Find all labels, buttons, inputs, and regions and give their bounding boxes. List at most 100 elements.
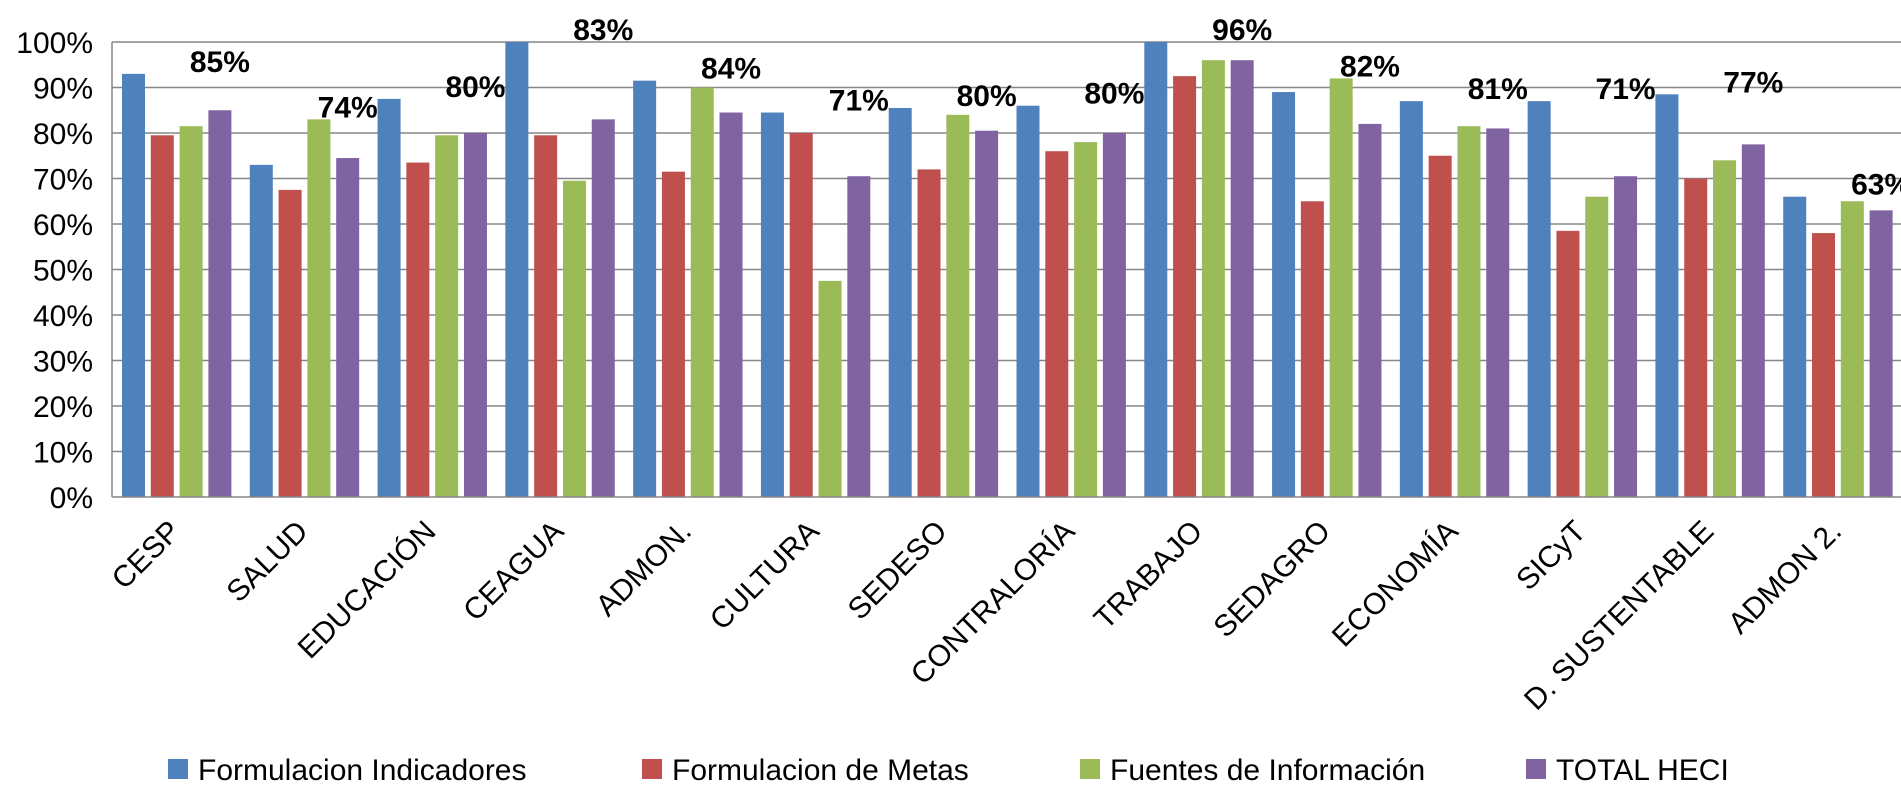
bar (307, 119, 331, 497)
x-tick-label: ADMON 2. (1722, 515, 1848, 641)
bar (179, 126, 203, 498)
bar (377, 98, 401, 497)
bar (760, 112, 784, 498)
bar (1713, 160, 1737, 498)
y-tick-label: 10% (33, 437, 93, 470)
data-label: 77% (1723, 66, 1783, 99)
bar (1585, 196, 1609, 497)
bar (818, 280, 842, 497)
bar (1457, 126, 1481, 498)
bar (435, 135, 459, 497)
legend-swatch (168, 759, 188, 779)
data-label: 80% (1084, 78, 1144, 111)
bar (1201, 60, 1225, 497)
data-label: 80% (445, 71, 505, 104)
data-label: 80% (957, 80, 1017, 113)
bar (463, 133, 487, 497)
bar (1556, 230, 1580, 497)
bar (1272, 92, 1296, 498)
bar (562, 180, 586, 497)
data-label: 96% (1212, 14, 1272, 47)
bar (1741, 144, 1765, 497)
x-tick-label: SALUD (221, 515, 315, 609)
x-tick-label: CEAGUA (457, 515, 570, 628)
y-tick-label: 70% (33, 164, 93, 197)
x-tick-label: ADMON. (590, 515, 698, 623)
bar (1102, 133, 1126, 497)
data-label: 71% (829, 85, 889, 118)
bar (661, 171, 685, 498)
bar (249, 164, 273, 497)
bar (534, 135, 558, 497)
bar (888, 107, 912, 497)
legend-swatch (1526, 759, 1546, 779)
x-tick-label: SICyT (1510, 515, 1592, 597)
bar (1173, 76, 1197, 497)
x-tick-label: SEDAGRO (1207, 515, 1336, 644)
y-tick-label: 50% (33, 255, 93, 288)
bar (278, 189, 302, 497)
bar (719, 112, 743, 498)
y-tick-label: 0% (50, 482, 93, 515)
data-label: 84% (701, 53, 761, 86)
data-label: 81% (1468, 73, 1528, 106)
bar (917, 169, 941, 497)
y-tick-label: 60% (33, 209, 93, 242)
bar (1486, 128, 1510, 497)
bar (1869, 210, 1893, 497)
data-label: 82% (1340, 50, 1400, 83)
data-label: 83% (573, 14, 633, 47)
bars (122, 42, 1893, 498)
bar (1812, 233, 1836, 497)
bar (1045, 151, 1069, 497)
bar (1527, 101, 1551, 498)
bar (847, 176, 871, 497)
bar (1783, 196, 1807, 497)
x-tick-label: CULTURA (704, 515, 826, 637)
y-tick-label: 40% (33, 300, 93, 333)
bar (946, 114, 970, 498)
bar (1074, 142, 1098, 497)
data-label: 63% (1851, 168, 1901, 201)
bar (1358, 123, 1382, 498)
x-tick-label: CESP (106, 515, 187, 596)
bar (1144, 42, 1168, 497)
y-tick-label: 20% (33, 391, 93, 424)
legend-swatch (1080, 759, 1100, 779)
bar (336, 158, 360, 497)
bar (1655, 94, 1679, 497)
bar (122, 73, 145, 497)
bar (150, 135, 174, 497)
x-tick-label: SEDESO (842, 515, 954, 627)
legend-label: TOTAL HECI (1556, 754, 1729, 787)
y-tick-label: 100% (16, 27, 93, 60)
bar (1230, 60, 1254, 497)
legend-label: Formulacion de Metas (672, 754, 969, 787)
bar (1614, 176, 1638, 497)
y-tick-label: 30% (33, 346, 93, 379)
y-tick-label: 80% (33, 118, 93, 151)
data-labels: 85% 74% 80% 83% 84% 71% 80% 80% 96% 82% 81% 71% 77% 6… (190, 14, 1901, 201)
y-tick-label: 90% (33, 73, 93, 106)
bar (1300, 201, 1324, 497)
bar (208, 110, 232, 497)
x-tick-label: TRABAJO (1088, 515, 1209, 636)
x-tick-label: ECONOMÍA (1326, 515, 1465, 654)
bar (1399, 101, 1423, 498)
bar (1684, 178, 1708, 497)
bar (633, 80, 657, 498)
bar (591, 119, 615, 497)
data-label: 71% (1596, 73, 1656, 106)
bar (975, 130, 999, 497)
bar (505, 42, 529, 497)
bar (1840, 201, 1864, 497)
bar (1428, 155, 1452, 497)
x-tick-label: EDUCACIÓN (292, 515, 443, 666)
legend-label: Fuentes de Información (1110, 754, 1425, 787)
bar (789, 133, 813, 497)
bar (406, 162, 430, 497)
bar (690, 87, 714, 497)
bar (1016, 105, 1040, 497)
